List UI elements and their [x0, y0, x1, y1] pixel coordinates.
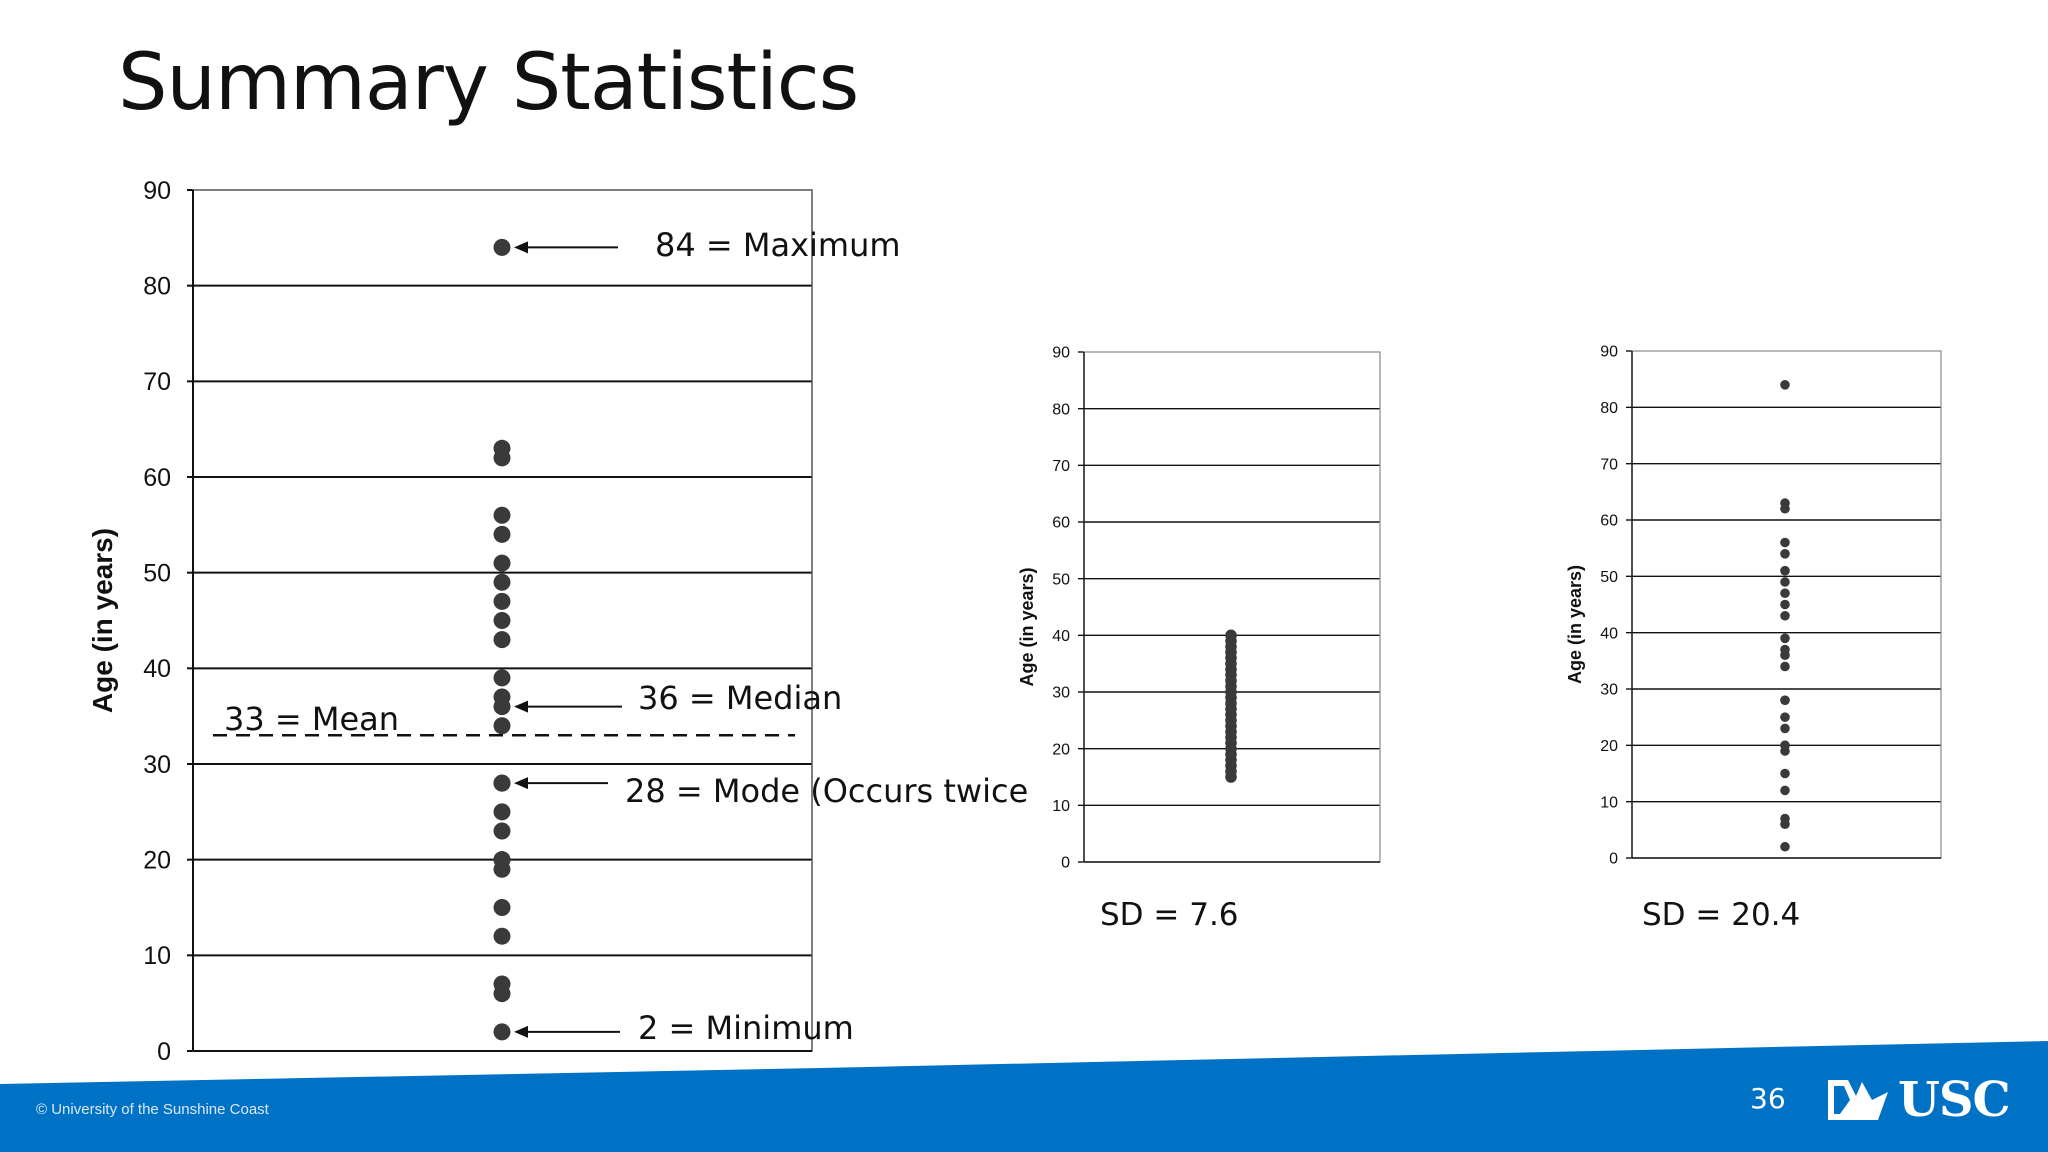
- chart-3-data-point: [1780, 588, 1790, 599]
- footer-band-shape: [0, 1041, 2048, 1152]
- chart-3-data-point: [1780, 610, 1790, 621]
- chart-1-tick-label-20: 20: [143, 846, 171, 874]
- chart-3-data-point: [1780, 813, 1790, 824]
- chart-2-tick-label-50: 50: [1052, 571, 1070, 588]
- chart-1-data-point: [493, 573, 511, 591]
- chart-1-data-point: [493, 592, 511, 610]
- chart-1-tick-label-10: 10: [143, 942, 171, 970]
- chart-2-tick-label-80: 80: [1052, 401, 1070, 418]
- annotation-median: 36 = Median: [638, 679, 843, 717]
- chart-3-data-point: [1780, 785, 1790, 796]
- copyright-text: © University of the Sunshine Coast: [36, 1101, 269, 1118]
- chart-1-tick-label-70: 70: [143, 368, 171, 396]
- chart-1-data-point: [493, 975, 511, 993]
- page-number: 36: [1750, 1082, 1786, 1115]
- annotation-minimum: 2 = Minimum: [638, 1009, 854, 1047]
- chart-1-tick-label-80: 80: [143, 272, 171, 300]
- chart-2-tick-label-20: 20: [1052, 741, 1070, 758]
- chart-1-data-point: [493, 774, 511, 792]
- chart-1-data-point: [493, 927, 511, 945]
- chart-3-tick-label-0: 0: [1609, 851, 1618, 868]
- chart-1-tick-label-0: 0: [157, 1038, 171, 1066]
- chart-3-tick-label-90: 90: [1600, 344, 1618, 361]
- chart-3-tick-label-10: 10: [1600, 794, 1618, 811]
- arrow-mode-head: [514, 777, 528, 790]
- chart-3-tick-label-40: 40: [1600, 625, 1618, 642]
- chart-1-y-axis-label: Age (in years): [87, 528, 118, 713]
- chart-1-data-point: [493, 822, 511, 840]
- chart-3-data-point: [1780, 633, 1790, 644]
- chart-3-data-point: [1780, 644, 1790, 655]
- chart-3-tick-label-60: 60: [1600, 513, 1618, 530]
- chart-2-y-axis-label: Age (in years): [1017, 567, 1037, 686]
- chart-1-data-point: [493, 669, 511, 687]
- chart-3-data-point: [1780, 599, 1790, 610]
- chart-3-data-point: [1780, 695, 1790, 706]
- chart-2-tick-label-30: 30: [1052, 685, 1070, 702]
- chart-2-tick-label-40: 40: [1052, 628, 1070, 645]
- chart-1-data-point: [493, 803, 511, 821]
- chart-1-data-point: [493, 717, 511, 735]
- chart-3-tick-label-80: 80: [1600, 400, 1618, 417]
- annotation-maximum: 84 = Maximum: [655, 226, 901, 264]
- chart-1-data-point: [493, 238, 511, 256]
- chart-1-data-point: [493, 439, 511, 457]
- logo-mark-icon: [1828, 1080, 1888, 1120]
- chart-3-data-point: [1780, 565, 1790, 576]
- slide-title: Summary Statistics: [118, 38, 859, 128]
- arrow-median-head: [514, 700, 528, 713]
- chart-3-tick-label-50: 50: [1600, 569, 1618, 586]
- chart-1-data-point: [493, 1023, 511, 1041]
- chart-1-tick-label-30: 30: [143, 751, 171, 779]
- chart-3-data-point: [1780, 723, 1790, 734]
- chart-1-data-point: [493, 631, 511, 649]
- chart-1-tick-label-50: 50: [143, 559, 171, 587]
- chart-1-data-point: [493, 688, 511, 706]
- logo-text: USC: [1898, 1072, 2011, 1128]
- chart-3-data-point: [1780, 537, 1790, 548]
- arrow-maximum-head: [514, 241, 528, 254]
- chart-1-tick-label-90: 90: [143, 177, 171, 205]
- chart-3-y-axis-label: Age (in years): [1565, 565, 1585, 684]
- chart-3-data-point: [1780, 549, 1790, 559]
- chart-1-tick-label-60: 60: [143, 464, 171, 492]
- chart-1-data-point: [493, 851, 511, 869]
- chart-1-data-point: [493, 899, 511, 916]
- chart-3-data-point: [1780, 498, 1790, 508]
- chart-3-data-point: [1780, 740, 1790, 751]
- chart-2-tick-label-0: 0: [1061, 855, 1070, 872]
- arrow-minimum-head: [514, 1025, 528, 1038]
- chart-3-data-point: [1780, 380, 1790, 390]
- chart-1-data-point: [493, 525, 511, 543]
- chart-1-data-point: [493, 554, 511, 572]
- chart-2-data-point: [1225, 629, 1237, 642]
- usc-logo: USC: [1826, 1072, 2011, 1128]
- chart-3-data-point: [1780, 841, 1790, 852]
- chart-3-tick-label-20: 20: [1600, 738, 1618, 755]
- chart-3-data-point: [1780, 712, 1790, 722]
- chart-1-tick-label-40: 40: [143, 655, 171, 683]
- chart-2-tick-label-70: 70: [1052, 458, 1070, 475]
- sd-label-chart-2: SD = 7.6: [1100, 897, 1239, 933]
- chart-1-data-point: [493, 506, 511, 524]
- chart-3-data-point: [1780, 577, 1790, 587]
- chart-3-tick-label-30: 30: [1600, 682, 1618, 699]
- chart-3-data-point: [1780, 768, 1790, 779]
- chart-3-data-point: [1780, 661, 1790, 672]
- annotation-mean: 33 = Mean: [224, 700, 400, 738]
- chart-2-tick-label-60: 60: [1052, 515, 1070, 532]
- chart-2-tick-label-10: 10: [1052, 798, 1070, 815]
- sd-label-chart-3: SD = 20.4: [1642, 897, 1801, 933]
- chart-1-data-point: [493, 612, 511, 629]
- chart-2-tick-label-90: 90: [1052, 345, 1070, 362]
- annotation-mode: 28 = Mode (Occurs twice: [625, 772, 1029, 810]
- chart-3-tick-label-70: 70: [1600, 456, 1618, 473]
